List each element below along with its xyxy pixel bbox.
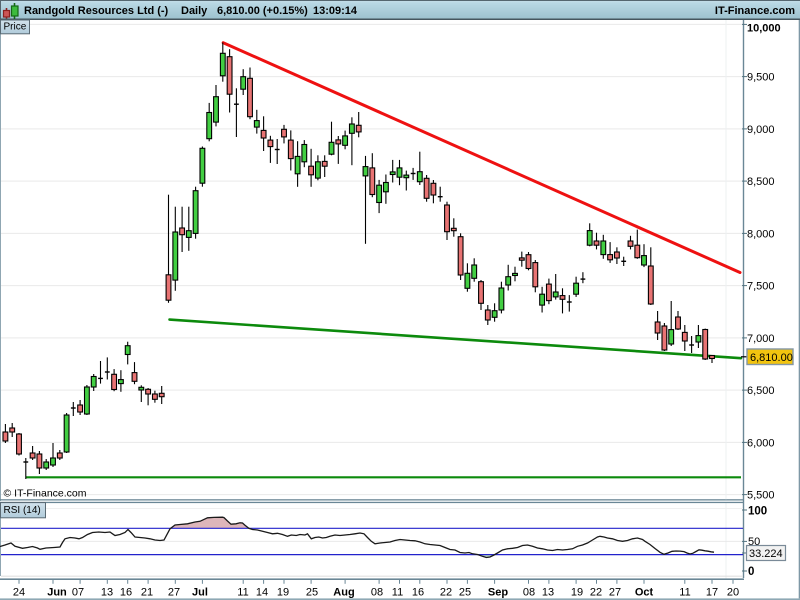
svg-text:Aug: Aug [333,587,354,599]
svg-text:0: 0 [748,566,754,578]
svg-text:08: 08 [523,587,535,599]
svg-text:7,000: 7,000 [747,333,775,345]
svg-text:14: 14 [256,587,268,599]
svg-text:27: 27 [609,587,621,599]
svg-text:19: 19 [277,587,289,599]
svg-text:25: 25 [306,587,318,599]
svg-text:9,000: 9,000 [747,124,775,136]
svg-text:© IT-Finance.com: © IT-Finance.com [4,488,87,500]
svg-text:24: 24 [13,587,25,599]
svg-text:33.224: 33.224 [749,548,783,560]
svg-text:27: 27 [168,587,180,599]
svg-text:19: 19 [571,587,583,599]
svg-text:Daily: Daily [181,5,208,17]
svg-text:11: 11 [392,587,403,599]
svg-text:Sep: Sep [488,587,508,599]
svg-text:6,810.00: 6,810.00 [750,352,793,364]
svg-text:8,000: 8,000 [747,228,775,240]
svg-text:5,500: 5,500 [747,490,775,502]
svg-text:10,000: 10,000 [747,23,781,35]
svg-text:17: 17 [706,587,718,599]
svg-text:Randgold Resources Ltd (-): Randgold Resources Ltd (-) [24,5,169,17]
svg-text:16: 16 [412,587,424,599]
svg-text:11: 11 [237,587,248,599]
svg-text:Price: Price [4,21,27,32]
svg-text:13:09:14: 13:09:14 [313,5,358,17]
svg-text:9,500: 9,500 [747,72,775,84]
svg-text:13: 13 [101,587,113,599]
svg-text:13: 13 [542,587,554,599]
svg-text:07: 07 [72,587,84,599]
svg-text:6,500: 6,500 [747,385,775,397]
svg-text:6,000: 6,000 [747,437,775,449]
svg-text:IT-Finance.com: IT-Finance.com [715,5,795,17]
svg-text:Oct: Oct [635,587,654,599]
svg-text:21: 21 [141,587,153,599]
svg-text:Jun: Jun [47,587,67,599]
svg-text:Jul: Jul [192,587,208,599]
svg-text:11: 11 [679,587,690,599]
svg-text:22: 22 [440,587,452,599]
svg-text:8,500: 8,500 [747,176,775,188]
svg-text:25: 25 [459,587,471,599]
svg-text:20: 20 [727,587,739,599]
svg-text:7,500: 7,500 [747,281,775,293]
svg-text:100: 100 [748,506,767,518]
svg-text:22: 22 [590,587,602,599]
svg-text:16: 16 [120,587,132,599]
svg-text:6,810.00 (+0.15%): 6,810.00 (+0.15%) [217,5,308,17]
svg-text:RSI (14): RSI (14) [4,505,41,516]
svg-text:08: 08 [371,587,383,599]
